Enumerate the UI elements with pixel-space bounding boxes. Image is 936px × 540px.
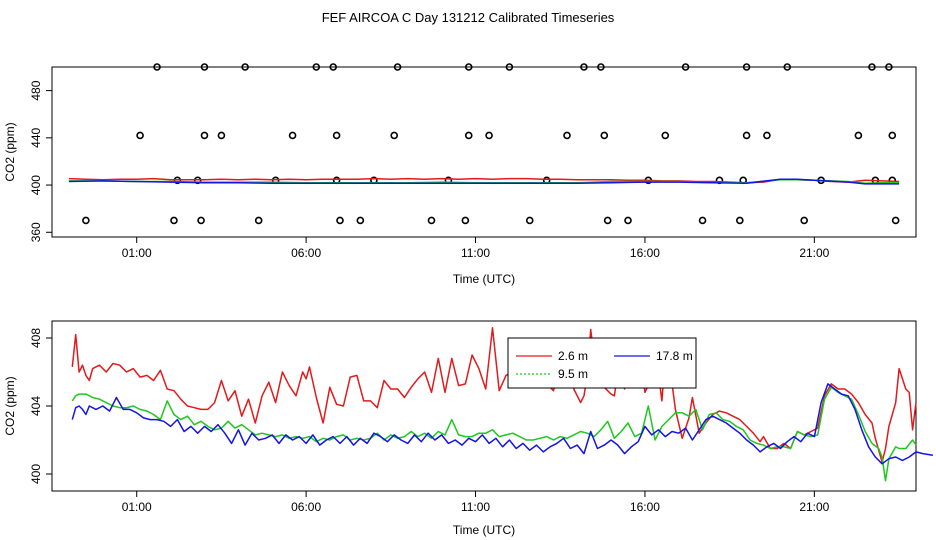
top-x-tick-label: 06:00 xyxy=(291,246,321,260)
outlier-point xyxy=(200,131,209,140)
bottom-series-line-17-8-m xyxy=(71,383,934,465)
legend-box xyxy=(507,337,697,389)
top-plot-frame xyxy=(51,66,917,238)
bottom-y-tick-label: 400 xyxy=(29,464,43,484)
outlier-point xyxy=(356,216,365,225)
figure-title: FEF AIRCOA C Day 131212 Calibrated Times… xyxy=(322,10,615,25)
outlier-point xyxy=(854,131,863,140)
bottom-y-tick-label: 404 xyxy=(29,396,43,416)
outlier-point xyxy=(597,63,605,71)
outlier-point xyxy=(254,216,263,225)
outlier-point xyxy=(742,63,751,71)
outlier-point xyxy=(742,131,751,140)
outlier-point xyxy=(891,216,900,225)
legend-label-2-6m: 2.6 m xyxy=(558,349,588,363)
outlier-point xyxy=(336,216,344,225)
outlier-point xyxy=(241,63,249,71)
top-y-axis-label: CO2 (ppm) xyxy=(3,122,17,181)
outlier-point xyxy=(200,63,209,71)
bottom-x-tick-label: 11:00 xyxy=(461,500,490,514)
outlier-point xyxy=(332,131,341,140)
outlier-point xyxy=(393,63,402,71)
outlier-point xyxy=(603,216,612,225)
outlier-point xyxy=(736,216,744,225)
outlier-point xyxy=(390,131,399,140)
top-series-line-17-8-m xyxy=(68,178,900,185)
bottom-series-line-9-5-m xyxy=(71,386,917,482)
outlier-point xyxy=(624,216,632,225)
bottom-series-lines xyxy=(71,327,934,482)
top-series-lines xyxy=(68,177,900,185)
outlier-point xyxy=(661,131,670,140)
outlier-point xyxy=(698,216,707,225)
outlier-point xyxy=(427,216,436,225)
top-y-tick-label: 360 xyxy=(29,222,43,242)
bottom-x-tick-label: 16:00 xyxy=(630,500,660,514)
bottom-axes: 01:00 06:00 11:00 16:00 21:00 400 404 408 xyxy=(29,328,830,514)
bottom-x-tick-label: 21:00 xyxy=(799,500,829,514)
outlier-point xyxy=(464,63,473,71)
bottom-y-tick-label: 408 xyxy=(29,328,43,348)
outlier-point xyxy=(82,216,90,225)
top-y-tick-label: 440 xyxy=(29,128,43,148)
top-axes: 01:00 06:00 11:00 16:00 21:00 360 400 440 480 xyxy=(29,80,830,260)
legend-label-17-8m: 17.8 m xyxy=(656,349,693,363)
outlier-point xyxy=(800,216,808,225)
outlier-point xyxy=(197,216,205,225)
outlier-point xyxy=(763,131,771,140)
outlier-point xyxy=(485,131,493,140)
outlier-point xyxy=(461,216,470,225)
outlier-point xyxy=(563,131,571,140)
top-panel: 01:00 06:00 11:00 16:00 21:00 360 400 440 480 Ti… xyxy=(3,63,917,286)
bottom-panel: 01:00 06:00 11:00 16:00 21:00 400 404 408 2.6 m… xyxy=(3,320,934,537)
outlier-point xyxy=(783,63,792,71)
legend: 2.6 m 17.8 m 9.5 m xyxy=(507,337,697,389)
top-x-tick-label: 16:00 xyxy=(630,246,660,260)
top-x-tick-label: 01:00 xyxy=(122,246,152,260)
outlier-point xyxy=(288,131,297,140)
outlier-point xyxy=(312,63,321,71)
bottom-plot-frame xyxy=(51,320,917,492)
top-outlier-points xyxy=(82,63,900,225)
top-x-tick-label: 11:00 xyxy=(461,246,490,260)
bottom-x-axis-label: Time (UTC) xyxy=(453,523,515,537)
top-x-axis-label: Time (UTC) xyxy=(453,272,515,286)
bottom-series-line-2-6-m xyxy=(71,327,917,463)
outlier-point xyxy=(464,131,473,140)
outlier-point xyxy=(580,63,588,71)
outlier-point xyxy=(136,131,144,140)
outlier-point xyxy=(153,63,161,71)
bottom-y-axis-label: CO2 (ppm) xyxy=(3,376,17,435)
outlier-point xyxy=(600,131,609,140)
outlier-point xyxy=(170,216,178,225)
outlier-point xyxy=(505,63,514,71)
bottom-x-tick-label: 01:00 xyxy=(122,500,152,514)
outlier-point xyxy=(329,63,338,71)
bottom-x-tick-label: 06:00 xyxy=(291,500,321,514)
legend-label-9-5m: 9.5 m xyxy=(558,367,588,381)
outlier-point xyxy=(868,63,876,71)
outlier-point xyxy=(525,216,534,225)
top-x-tick-label: 21:00 xyxy=(799,246,829,260)
outlier-point xyxy=(217,131,226,140)
outlier-point xyxy=(885,63,893,71)
outlier-point xyxy=(681,63,690,71)
top-y-tick-label: 480 xyxy=(29,80,43,100)
top-y-tick-label: 400 xyxy=(29,175,43,195)
outlier-point xyxy=(888,131,897,140)
